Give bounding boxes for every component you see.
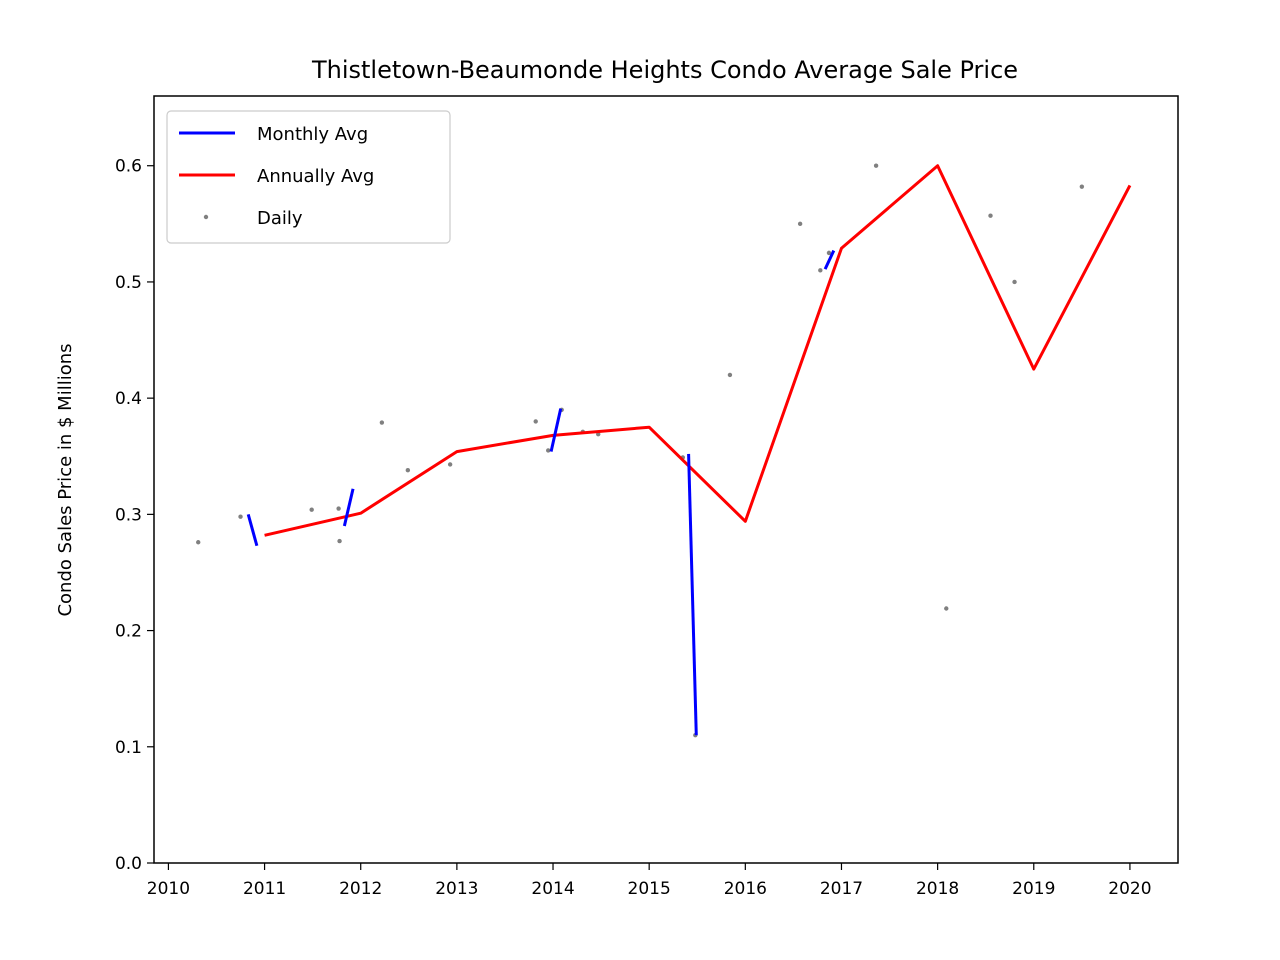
x-tick-label-2011: 2011	[243, 879, 286, 899]
legend-label-daily: Daily	[257, 208, 303, 229]
y-tick-label-0-5: 0.5	[115, 273, 142, 293]
monthly-avg-segment-1	[342, 488, 355, 527]
daily-point-15	[727, 372, 733, 378]
daily-point-20	[944, 606, 949, 611]
daily-point-3	[336, 506, 341, 511]
daily-point-8	[533, 419, 538, 424]
daily-point-5	[379, 420, 385, 425]
y-tick-label-0-0: 0.0	[115, 854, 142, 874]
x-tick-label-2012: 2012	[339, 879, 382, 899]
plot-area	[196, 163, 1132, 738]
x-tick-label-2014: 2014	[531, 879, 574, 899]
x-tick-label-2020: 2020	[1108, 879, 1151, 899]
x-tick-label-2017: 2017	[820, 879, 863, 899]
x-tick-label-2016: 2016	[724, 879, 767, 899]
y-tick-label-0-1: 0.1	[115, 738, 142, 758]
chart-title: Thistletown-Beaumonde Heights Condo Aver…	[311, 56, 1018, 84]
legend-box	[166, 110, 451, 244]
axis-ticks: 2010 2011 2012 2013 2014 2015 2016 2017 2018 2019…	[115, 157, 1152, 899]
x-tick-label-2018: 2018	[916, 879, 959, 899]
x-tick-label-2015: 2015	[628, 879, 671, 899]
daily-point-9	[546, 448, 551, 453]
legend: Monthly Avg Annually Avg Daily	[166, 110, 451, 244]
monthly-avg-segment-4	[823, 249, 836, 270]
y-tick-label-0-3: 0.3	[115, 505, 142, 525]
monthly-avg-segment-0	[246, 513, 259, 547]
x-tick-label-2013: 2013	[435, 879, 478, 899]
daily-point-7	[447, 462, 453, 467]
y-axis-label: Condo Sales Price in $ Millions	[55, 343, 76, 616]
legend-label-annually-avg: Annually Avg	[257, 166, 374, 187]
daily-point-23	[1079, 184, 1085, 189]
y-tick-label-0-6: 0.6	[115, 157, 142, 177]
legend-marker-daily	[203, 214, 209, 220]
x-tick-label-2010: 2010	[147, 879, 190, 899]
daily-point-16	[797, 221, 803, 227]
monthly-avg-segment-2	[549, 408, 563, 452]
daily-point-1	[238, 514, 243, 519]
daily-point-0	[196, 540, 201, 545]
annually-avg-line	[264, 164, 1132, 537]
daily-point-19	[873, 163, 879, 168]
daily-point-21	[988, 213, 993, 218]
x-tick-label-2019: 2019	[1012, 879, 1055, 899]
daily-point-17	[818, 268, 823, 273]
daily-point-4	[337, 538, 342, 544]
y-tick-label-0-2: 0.2	[115, 622, 142, 642]
daily-point-6	[405, 468, 411, 473]
daily-point-22	[1012, 279, 1017, 285]
plot-frame	[153, 95, 1179, 864]
y-tick-label-0-4: 0.4	[115, 389, 142, 409]
daily-point-2	[309, 507, 314, 512]
legend-label-monthly-avg: Monthly Avg	[257, 124, 368, 145]
monthly-avg-segment-3	[687, 453, 698, 736]
daily-point-18	[826, 250, 832, 256]
